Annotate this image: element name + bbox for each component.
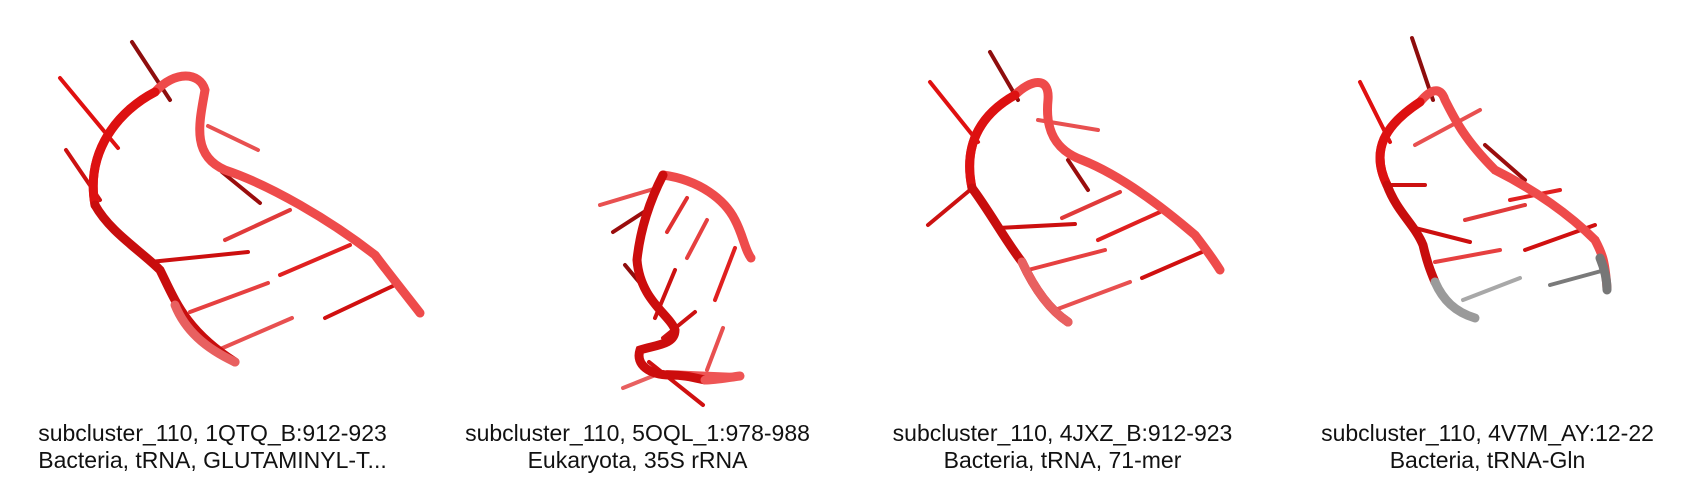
panel-subtitle: Bacteria, tRNA, GLUTAMINYL-T... <box>38 447 387 473</box>
structure-panel-3: subcluster_110, 4JXZ_B:912-923 Bacteria,… <box>850 0 1275 480</box>
panel-subtitle: Bacteria, tRNA, 71-mer <box>943 447 1182 473</box>
panel-subtitle: Bacteria, tRNA-Gln <box>1389 447 1586 473</box>
panel-title: subcluster_110, 5OQL_1:978-988 <box>465 420 810 446</box>
structure-panel-1: subcluster_110, 1QTQ_B:912-923 Bacteria,… <box>0 0 425 480</box>
rna-structure-4v7m <box>1358 36 1612 323</box>
rna-structure-5oql <box>598 170 756 407</box>
structure-panel-4: subcluster_110, 4V7M_AY:12-22 Bacteria, … <box>1275 0 1700 480</box>
rna-structure-4jxz <box>926 50 1225 327</box>
rna-structure-1qtq <box>58 40 425 367</box>
panel-title: subcluster_110, 4JXZ_B:912-923 <box>892 420 1233 446</box>
panel-title: subcluster_110, 4V7M_AY:12-22 <box>1321 420 1654 446</box>
structure-panel-2: subcluster_110, 5OQL_1:978-988 Eukaryota… <box>425 0 850 480</box>
panel-title: subcluster_110, 1QTQ_B:912-923 <box>38 420 387 446</box>
panel-subtitle: Eukaryota, 35S rRNA <box>527 447 748 473</box>
